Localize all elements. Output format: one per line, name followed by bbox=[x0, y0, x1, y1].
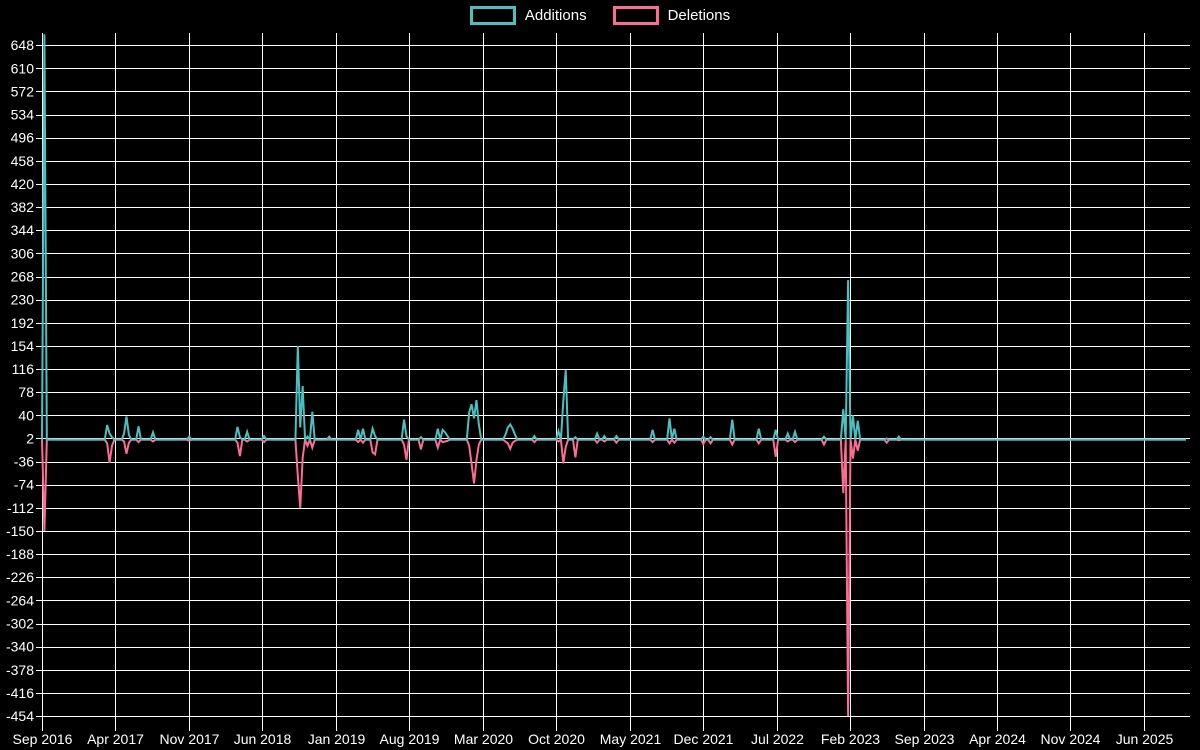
additions-swatch-icon bbox=[469, 6, 516, 25]
gridlines bbox=[36, 33, 1190, 731]
x-tick-label: May 2021 bbox=[600, 731, 662, 747]
legend-label-additions: Additions bbox=[524, 7, 587, 24]
x-tick-label: Nov 2017 bbox=[160, 731, 220, 747]
y-tick-label: 382 bbox=[11, 199, 35, 215]
y-tick-label: 610 bbox=[11, 60, 35, 76]
deletions-swatch-icon bbox=[612, 6, 659, 25]
y-tick-label: -188 bbox=[6, 546, 34, 562]
y-axis-labels: 648 610 572 534 496 458 420 382 344 306 268 230 192 1… bbox=[6, 37, 34, 724]
y-tick-label: 496 bbox=[11, 130, 35, 146]
y-tick-label: -302 bbox=[6, 616, 34, 632]
x-tick-label: Oct 2020 bbox=[528, 731, 585, 747]
y-tick-label: 2 bbox=[26, 430, 34, 446]
y-tick-label: 572 bbox=[11, 83, 35, 99]
x-tick-label: Mar 2020 bbox=[454, 731, 513, 747]
y-tick-label: 306 bbox=[11, 245, 35, 261]
x-tick-label: Apr 2024 bbox=[969, 731, 1026, 747]
y-tick-label: -264 bbox=[6, 592, 34, 608]
y-tick-label: 230 bbox=[11, 292, 35, 308]
x-tick-label: Jan 2019 bbox=[308, 731, 366, 747]
y-tick-label: 192 bbox=[11, 315, 35, 331]
y-tick-label: 116 bbox=[12, 361, 35, 377]
y-tick-label: 78 bbox=[18, 384, 34, 400]
y-tick-label: -36 bbox=[14, 454, 34, 470]
x-tick-label: Sep 2023 bbox=[895, 731, 955, 747]
y-tick-label: -74 bbox=[14, 477, 34, 493]
chart-legend: Additions Deletions bbox=[0, 6, 1200, 25]
x-axis-labels: Sep 2016 Apr 2017 Nov 2017 Jun 2018 Jan 2019… bbox=[13, 731, 1174, 747]
legend-label-deletions: Deletions bbox=[667, 7, 731, 24]
x-tick-label: Nov 2024 bbox=[1041, 731, 1101, 747]
legend-item-deletions[interactable]: Deletions bbox=[612, 6, 731, 25]
y-tick-label: 458 bbox=[11, 153, 35, 169]
y-tick-label: 344 bbox=[11, 222, 35, 238]
x-tick-label: Jun 2025 bbox=[1116, 731, 1174, 747]
y-tick-label: 40 bbox=[18, 407, 34, 423]
y-tick-label: 534 bbox=[11, 107, 35, 123]
x-tick-label: Jun 2018 bbox=[234, 731, 292, 747]
x-tick-label: Feb 2023 bbox=[821, 731, 880, 747]
y-tick-label: -226 bbox=[6, 569, 34, 585]
x-tick-label: Sep 2016 bbox=[13, 731, 73, 747]
additions-line bbox=[41, 34, 1186, 443]
x-tick-label: Apr 2017 bbox=[87, 731, 144, 747]
y-tick-label: -416 bbox=[6, 685, 34, 701]
y-tick-label: -112 bbox=[7, 500, 34, 516]
x-tick-label: Aug 2019 bbox=[380, 731, 440, 747]
y-tick-label: 268 bbox=[11, 269, 35, 285]
legend-item-additions[interactable]: Additions bbox=[469, 6, 587, 25]
y-tick-label: 648 bbox=[11, 37, 35, 53]
y-tick-label: -378 bbox=[6, 662, 34, 678]
x-tick-label: Jul 2022 bbox=[751, 731, 804, 747]
y-tick-label: -454 bbox=[6, 708, 34, 724]
y-tick-label: 420 bbox=[11, 176, 35, 192]
y-tick-label: -340 bbox=[6, 639, 34, 655]
y-tick-label: -150 bbox=[6, 523, 34, 539]
x-tick-label: Dec 2021 bbox=[674, 731, 734, 747]
y-tick-label: 154 bbox=[11, 338, 35, 354]
